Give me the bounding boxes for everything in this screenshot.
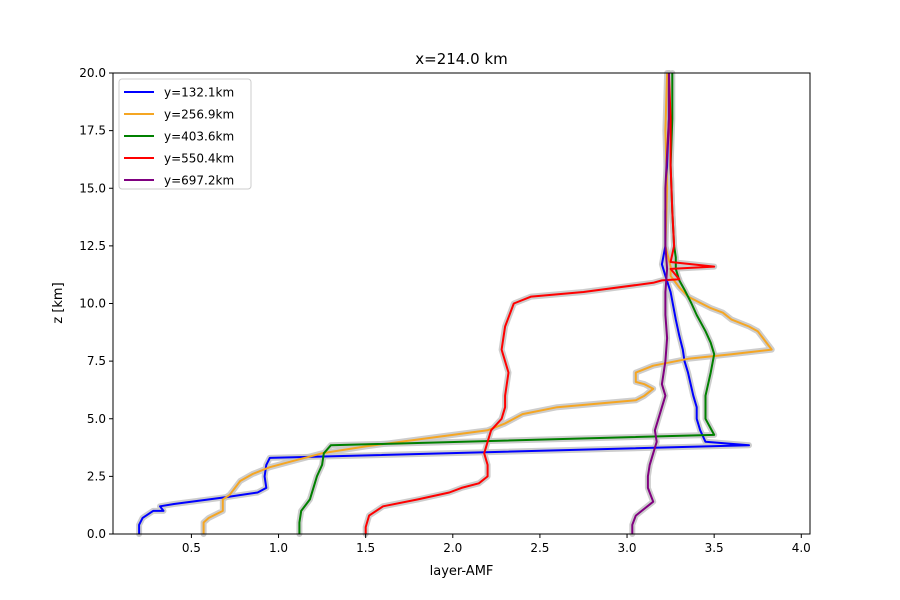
x-axis-label: layer-AMF	[430, 564, 494, 579]
x-tick-label: 1.0	[269, 541, 288, 555]
y-tick-label: 0.0	[87, 527, 106, 541]
x-tick-label: 4.0	[792, 541, 811, 555]
series-line-1	[138, 73, 750, 534]
x-tick-label: 3.5	[705, 541, 724, 555]
y-tick-label: 20.0	[79, 66, 106, 80]
series-line-3	[298, 73, 716, 534]
x-tick-label: 0.5	[182, 541, 201, 555]
series-line-5	[631, 73, 670, 534]
chart-title: x=214.0 km	[415, 50, 507, 68]
y-tick-label: 15.0	[79, 181, 106, 195]
legend-label: y=697.2km	[164, 174, 234, 188]
y-tick-label: 17.5	[79, 124, 106, 138]
x-tick-label: 2.5	[530, 541, 549, 555]
y-tick-label: 7.5	[87, 354, 106, 368]
y-tick-label: 5.0	[87, 412, 106, 426]
legend-label: y=550.4km	[164, 152, 234, 166]
legend: y=132.1km y=256.9km y=403.6km y=550.4km y=69…	[118, 78, 252, 190]
series-lines	[138, 72, 773, 534]
legend-label: y=132.1km	[164, 86, 234, 100]
y-tick-label: 2.5	[87, 469, 106, 483]
legend-label: y=403.6km	[164, 130, 234, 144]
legend-frame	[118, 78, 252, 190]
y-tick-label: 12.5	[79, 239, 106, 253]
y-axis-label: z [km]	[51, 282, 66, 323]
x-tick-label: 3.0	[617, 541, 636, 555]
y-axis: 0.0 2.5 5.0 7.5 10.0 12.5 15.0 17.5 20.0	[79, 66, 113, 541]
y-tick-label: 10.0	[79, 297, 106, 311]
x-axis: 0.5 1.0 1.5 2.0 2.5 3.0 3.5 4.0	[182, 534, 811, 555]
x-tick-label: 1.5	[356, 541, 375, 555]
x-tick-label: 2.0	[443, 541, 462, 555]
legend-label: y=256.9km	[164, 108, 234, 122]
series-line-4	[364, 72, 716, 534]
